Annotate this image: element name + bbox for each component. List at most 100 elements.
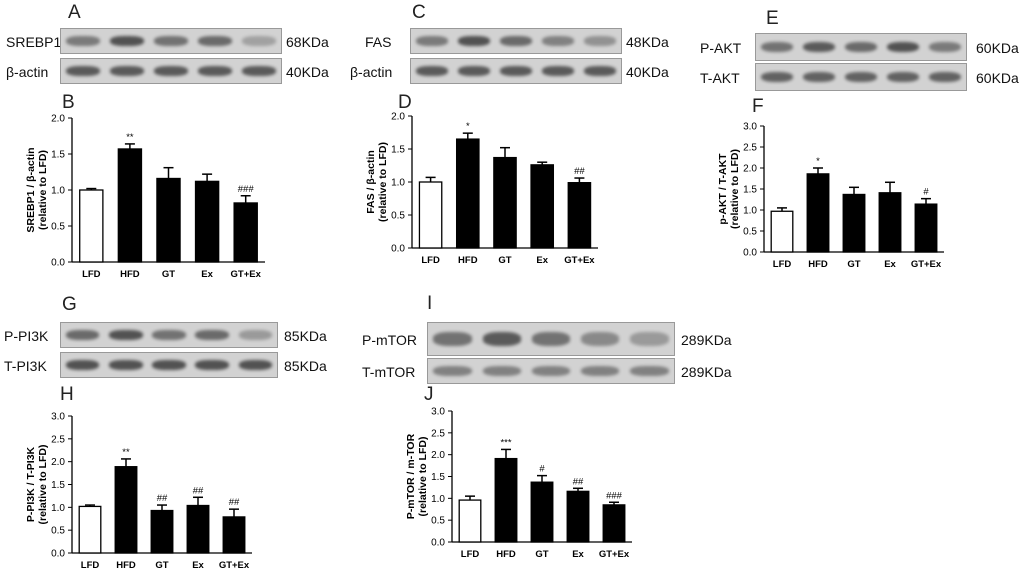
y-tick-label: 1.0	[431, 494, 445, 505]
y-axis-label-unit: (relative to LFD)	[729, 149, 741, 229]
blot-label-p-mtor: P-mTOR	[362, 332, 417, 348]
kda-fas: 48KDa	[626, 34, 669, 50]
blot-band	[531, 365, 571, 377]
kda-beta-actin-a: 40KDa	[286, 64, 329, 80]
bar	[79, 189, 104, 263]
y-tick-label: 1.5	[431, 472, 445, 483]
blot-band	[630, 365, 669, 377]
significance-mark: ***	[500, 437, 511, 448]
panel-letter-a: A	[68, 2, 81, 23]
y-axis-label-unit: (relative to LFD)	[37, 150, 49, 230]
bar	[78, 505, 102, 554]
panel-letter-h: H	[60, 384, 74, 405]
blot-band	[499, 65, 533, 77]
y-tick-label: 1.5	[391, 145, 405, 156]
x-tick-label: LFD	[82, 269, 101, 280]
blot-band	[541, 35, 575, 47]
y-tick-label: 0.5	[743, 227, 757, 238]
blot-band	[583, 35, 617, 47]
blot-band	[433, 365, 472, 377]
panel-letter-j: J	[424, 384, 434, 405]
significance-mark: *	[466, 121, 470, 132]
kda-p-pi3k: 85KDa	[284, 328, 327, 344]
blot-label-beta-actin-c: β-actin	[350, 64, 393, 80]
blot-band	[886, 41, 920, 53]
bar	[458, 499, 482, 543]
bar	[914, 203, 938, 253]
blot-band	[152, 359, 186, 371]
y-tick-label: 2.5	[51, 434, 65, 445]
y-tick-label: 0.0	[391, 244, 405, 255]
blot-label-t-mtor: T-mTOR	[362, 364, 416, 380]
y-axis-label-unit: (relative to LFD)	[37, 445, 49, 525]
y-tick-label: 0.0	[51, 258, 65, 269]
y-axis-label: P-mTOR / m-TOR	[405, 433, 417, 519]
blot-band	[630, 332, 669, 346]
bar	[602, 504, 626, 543]
y-tick-label: 0.5	[51, 222, 65, 233]
y-tick-label: 1.0	[51, 186, 65, 197]
bar	[150, 509, 174, 554]
panel-letter-c: C	[412, 2, 426, 23]
y-tick-label: 3.0	[51, 412, 65, 423]
blot-band	[195, 359, 230, 371]
blot-band	[197, 65, 233, 77]
bar	[186, 504, 210, 554]
y-tick-label: 3.0	[431, 407, 445, 418]
blot-band	[197, 35, 233, 47]
y-tick-label: 0.0	[51, 549, 65, 560]
significance-mark: **	[126, 132, 134, 143]
significance-mark: ##	[157, 493, 168, 504]
kda-t-mtor: 289KDa	[681, 364, 732, 380]
kda-srebp1: 68KDa	[286, 34, 329, 50]
x-tick-label: GT+Ex	[219, 560, 250, 571]
x-tick-label: GT	[162, 269, 175, 280]
blot-label-t-pi3k: T-PI3K	[4, 358, 47, 374]
blot-band	[152, 329, 186, 341]
blot-band	[108, 359, 143, 371]
panel-letter-d: D	[398, 92, 412, 113]
blot-band	[760, 71, 794, 83]
bar	[806, 173, 830, 253]
blot-band	[531, 332, 571, 346]
y-tick-label: 1.0	[743, 206, 757, 217]
blot-label-fas: FAS	[365, 34, 392, 50]
bar	[455, 138, 480, 249]
x-tick-label: Ex	[536, 255, 548, 266]
blot-p-pi3k	[60, 322, 278, 348]
blot-band	[928, 41, 962, 53]
blot-band	[65, 65, 101, 77]
kda-p-akt: 60KDa	[976, 40, 1019, 56]
blot-band	[886, 71, 920, 83]
blot-label-p-pi3k: P-PI3K	[4, 328, 49, 344]
panel-letter-f: F	[752, 96, 764, 117]
blot-label-beta-actin-a: β-actin	[6, 64, 49, 80]
blot-p-akt	[755, 33, 967, 61]
bar	[493, 156, 517, 249]
x-tick-label: Ex	[572, 549, 584, 560]
chart-f-p-akt: 0.0 0.5 1.0 1.5 2.0 2.5 3.0 p-AKT / T-AKT (relat…	[717, 122, 944, 270]
bar	[418, 181, 443, 249]
bar	[878, 192, 902, 253]
y-tick-label: 2.5	[743, 143, 757, 154]
blot-band	[241, 65, 277, 77]
blot-band	[65, 329, 100, 341]
panel-letter-e: E	[766, 8, 779, 29]
significance-mark: ##	[574, 166, 585, 177]
y-axis-label-unit: (relative to LFD)	[417, 437, 429, 517]
y-axis-label: SREBP1 / β-actin	[25, 147, 37, 232]
bar	[567, 182, 592, 249]
blot-t-akt	[755, 63, 967, 91]
y-tick-label: 2.0	[391, 112, 405, 123]
y-tick-label: 0.5	[51, 526, 65, 537]
y-tick-label: 2.0	[431, 450, 445, 461]
x-tick-label: GT+Ex	[564, 255, 595, 266]
x-tick-label: Ex	[884, 259, 896, 270]
blot-band	[760, 41, 794, 53]
significance-mark: ##	[193, 485, 204, 496]
y-tick-label: 1.5	[51, 480, 65, 491]
bar	[233, 202, 258, 263]
significance-mark: **	[122, 447, 130, 458]
blot-fas	[410, 28, 622, 54]
blot-band	[153, 65, 189, 77]
